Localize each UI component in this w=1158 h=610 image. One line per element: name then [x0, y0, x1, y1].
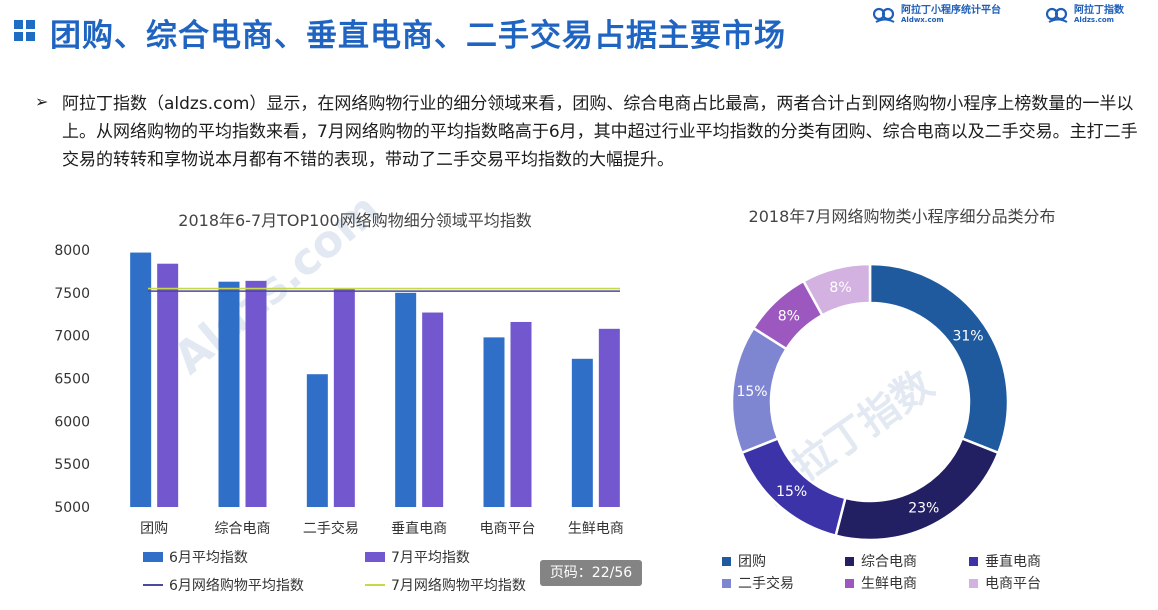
donut-legend-label: 综合电商: [861, 554, 917, 570]
y-tick-label: 8000: [54, 243, 90, 259]
aldwx-logo-url: Aldwx.com: [901, 16, 944, 24]
x-tick-label: 电商平台: [480, 521, 536, 537]
donut-chart-panel: 阿拉丁指数 2018年7月网络购物类小程序细分品类分布 31% 23% 15% 15%…: [712, 196, 1158, 606]
y-tick-label: 7500: [54, 286, 90, 302]
y-tick-label: 7000: [54, 329, 90, 345]
page-indicator: 页码：22/56: [540, 560, 642, 586]
donut-slice-5: [801, 262, 872, 317]
page-title: 团购、综合电商、垂直电商、二手交易占据主要市场: [50, 18, 786, 54]
donut-legend-swatch: [722, 557, 731, 566]
y-tick-label: 6500: [54, 372, 90, 388]
bar-july-4: [510, 321, 532, 507]
x-tick-label: 二手交易: [303, 520, 359, 537]
bar-june-4: [483, 337, 505, 507]
donut-legend-swatch: [845, 579, 854, 588]
aldwx-logo: 阿拉丁小程序统计平台 Aldwx.com: [873, 4, 1001, 26]
y-tick-label: 5500: [54, 457, 90, 473]
donut-legend-swatch: [845, 557, 854, 566]
bullet-arrow-icon: ➢: [35, 92, 49, 111]
bar-chart: Aldzs.com 2018年6-7月TOP100网络购物细分领域平均指数 80…: [54, 184, 624, 594]
donut-legend-label: 电商平台: [985, 576, 1041, 592]
donut-chart: 阿拉丁指数 2018年7月网络购物类小程序细分品类分布 31%23%15%15%…: [722, 207, 1056, 592]
donut-legend-swatch: [722, 579, 731, 588]
bar-chart-panel: Aldzs.com 2018年6-7月TOP100网络购物细分领域平均指数 80…: [40, 184, 695, 606]
aldzs-logo: 阿拉丁指数 Aldzs.com: [1046, 4, 1124, 26]
summary-bullet: ➢ 阿拉丁指数（aldzs.com）显示，在网络购物行业的细分领域来看，团购、综…: [35, 90, 1152, 174]
aldwx-logo-icon: [873, 7, 895, 23]
x-tick-label: 垂直电商: [391, 520, 447, 537]
header: 团购、综合电商、垂直电商、二手交易占据主要市场 阿拉丁小程序统计平台 Aldwx…: [0, 0, 1158, 72]
aldzs-logo-url: Aldzs.com: [1074, 16, 1114, 24]
donut-slice-label: 15%: [776, 484, 807, 500]
y-tick-label: 6000: [54, 414, 90, 430]
legend-swatch-july: [365, 552, 385, 562]
aldwx-logo-name: 阿拉丁小程序统计平台: [901, 5, 1001, 16]
donut-slice-label: 8%: [829, 280, 851, 296]
legend-label-june: 6月平均指数: [169, 550, 248, 566]
bar-chart-title: 2018年6-7月TOP100网络购物细分领域平均指数: [178, 211, 531, 230]
aldzs-logo-icon: [1046, 7, 1068, 23]
bar-june-2: [306, 374, 328, 507]
donut-slice-label: 8%: [778, 309, 800, 325]
aldzs-logo-name: 阿拉丁指数: [1074, 5, 1124, 16]
bar-june-3: [395, 292, 417, 507]
donut-legend-label: 二手交易: [738, 575, 794, 592]
donut-legend-swatch: [969, 579, 978, 588]
donut-legend-label: 团购: [738, 554, 766, 570]
donut-slice-label: 23%: [908, 501, 939, 517]
donut-legend-label: 生鲜电商: [861, 576, 917, 592]
donut-chart-title: 2018年7月网络购物类小程序细分品类分布: [749, 207, 1056, 226]
legend-label-june-avg: 6月网络购物平均指数: [169, 578, 304, 594]
bar-june-0: [130, 252, 152, 507]
legend-label-july: 7月平均指数: [391, 550, 470, 566]
x-tick-label: 生鲜电商: [568, 521, 624, 537]
donut-slice-label: 31%: [952, 328, 983, 344]
donut-legend-swatch: [969, 557, 978, 566]
bar-chart-legend: 6月平均指数 7月平均指数 6月网络购物平均指数 7月网络购物平均指数: [143, 550, 526, 594]
summary-text: 阿拉丁指数（aldzs.com）显示，在网络购物行业的细分领域来看，团购、综合电…: [62, 94, 1138, 170]
bar-july-2: [333, 288, 355, 507]
bar-july-1: [245, 280, 267, 507]
grid-icon: [14, 20, 36, 42]
legend-label-july-avg: 7月网络购物平均指数: [391, 578, 526, 594]
donut-slice-label: 15%: [736, 384, 767, 400]
x-tick-label: 综合电商: [215, 521, 271, 537]
x-tick-label: 团购: [140, 521, 168, 537]
donut-legend-label: 垂直电商: [985, 553, 1041, 570]
bar-june-5: [571, 358, 593, 507]
bar-july-3: [422, 312, 444, 507]
bar-june-1: [218, 281, 240, 507]
bar-july-5: [598, 328, 620, 507]
y-tick-label: 5000: [54, 500, 90, 516]
bar-july-0: [157, 263, 179, 507]
legend-swatch-june: [143, 552, 163, 562]
